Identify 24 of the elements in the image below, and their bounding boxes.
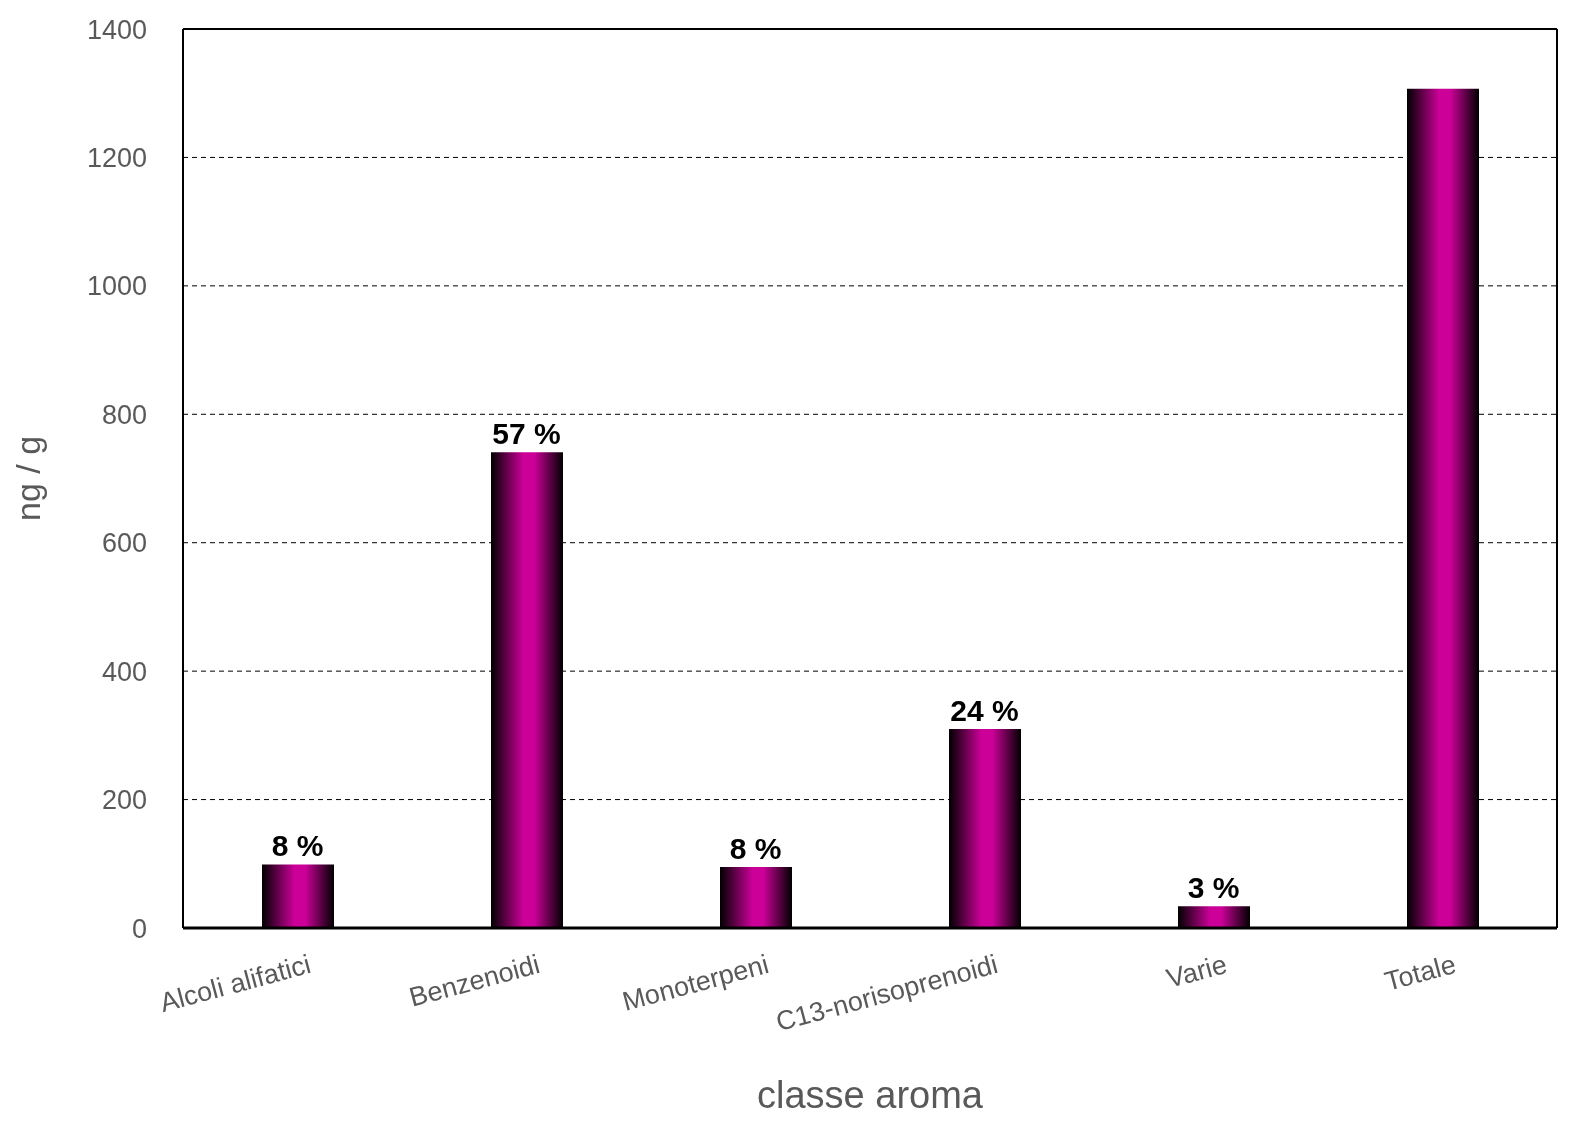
x-tick-label: Totale bbox=[1381, 949, 1459, 997]
y-tick-label: 400 bbox=[101, 656, 147, 687]
y-tick-label: 600 bbox=[101, 528, 147, 559]
annotation: 3 % bbox=[1187, 871, 1240, 905]
x-tick-label: Varie bbox=[1163, 949, 1230, 994]
annotation: 57 % bbox=[492, 417, 561, 451]
bar bbox=[720, 867, 792, 928]
y-tick-label: 800 bbox=[101, 399, 147, 430]
bar bbox=[949, 728, 1021, 928]
bar bbox=[1407, 88, 1479, 928]
annotation: 24 % bbox=[950, 693, 1019, 727]
bar bbox=[262, 864, 334, 928]
bar bbox=[1178, 906, 1250, 928]
annotation: 8 % bbox=[271, 829, 324, 863]
bar bbox=[491, 452, 563, 928]
y-tick-label: 200 bbox=[101, 785, 147, 816]
x-axis-title: classe aroma bbox=[757, 1074, 984, 1116]
y-tick-label: 1200 bbox=[86, 143, 147, 174]
y-axis-title: ng / g bbox=[9, 435, 48, 522]
x-tick-label: Alcoli alifatici bbox=[156, 949, 314, 1019]
y-tick-label: 1000 bbox=[86, 271, 147, 302]
y-tick-label: 1400 bbox=[86, 14, 147, 45]
annotation: 8 % bbox=[729, 832, 782, 865]
y-tick-label: 0 bbox=[131, 913, 147, 944]
